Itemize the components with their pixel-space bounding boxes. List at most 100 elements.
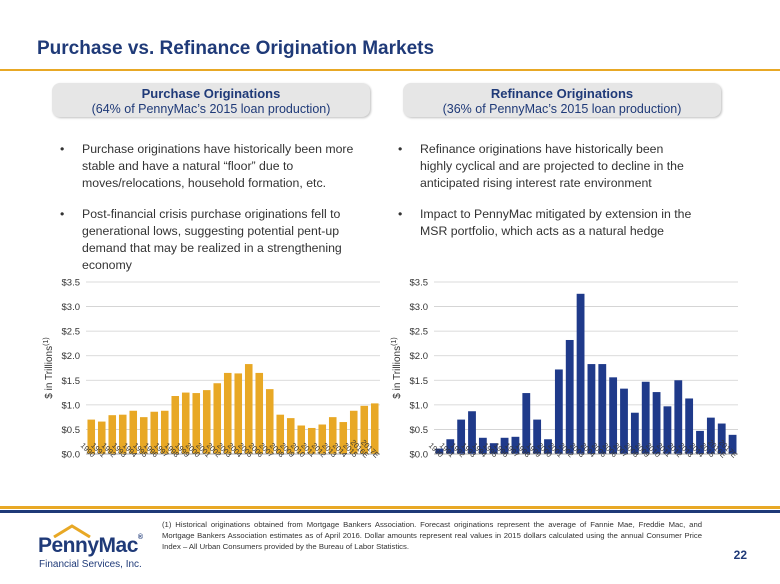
- y-tick-label: $1.5: [410, 376, 429, 387]
- house-roof-icon: [53, 524, 91, 538]
- y-tick-label: $2.5: [410, 327, 429, 338]
- bar: [286, 418, 295, 454]
- bar: [663, 406, 672, 454]
- bar: [576, 293, 585, 454]
- bullet-text: Impact to PennyMac mitigated by extensio…: [420, 207, 692, 238]
- y-tick-label: $0.0: [62, 450, 81, 461]
- company-logo: PennyMac® Financial Services, Inc.: [38, 524, 156, 574]
- bar: [587, 364, 596, 454]
- bullet-item: • Purchase originations have historicall…: [58, 141, 358, 192]
- bullet-dot: •: [398, 207, 403, 221]
- purchase-bullets: • Purchase originations have historicall…: [58, 141, 358, 288]
- bar: [696, 430, 704, 454]
- y-tick-label: $2.0: [62, 351, 81, 362]
- bar: [213, 383, 222, 454]
- y-tick-label: $3.0: [410, 302, 429, 313]
- bar: [139, 417, 148, 454]
- bullet-item: • Impact to PennyMac mitigated by extens…: [396, 206, 696, 240]
- bar: [160, 410, 169, 454]
- bar: [192, 393, 201, 454]
- bar: [641, 381, 650, 454]
- y-tick-label: $0.5: [410, 425, 429, 436]
- bullet-text: Post-financial crisis purchase originati…: [82, 207, 342, 272]
- footer-divider-gold: [0, 506, 780, 509]
- bar: [478, 437, 487, 454]
- bullet-text: Refinance originations have historically…: [420, 142, 684, 190]
- bar: [511, 436, 520, 454]
- bullet-item: • Post-financial crisis purchase origina…: [58, 206, 358, 274]
- bar: [598, 364, 607, 454]
- bar: [129, 410, 138, 454]
- refinance-subheader: (36% of PennyMac’s 2015 loan production): [442, 102, 682, 116]
- bar: [435, 448, 444, 454]
- bar: [554, 369, 563, 454]
- bar: [522, 393, 531, 454]
- bar: [202, 390, 211, 454]
- footer-divider-blue: [0, 510, 780, 513]
- bar: [307, 427, 316, 454]
- bar: [370, 403, 379, 454]
- bar: [674, 380, 683, 454]
- y-tick-label: $1.5: [62, 376, 81, 387]
- y-tick-label: $1.0: [62, 400, 81, 411]
- bar: [97, 421, 106, 454]
- bar: [328, 417, 337, 454]
- purchase-subheader: (64% of PennyMac’s 2015 loan production): [91, 102, 331, 116]
- bar: [244, 364, 253, 454]
- y-axis-label: $ in Trillions(1): [43, 337, 55, 398]
- page-number: 22: [733, 548, 747, 562]
- y-tick-label: $3.5: [410, 278, 429, 289]
- bar: [349, 410, 358, 454]
- bar: [457, 419, 466, 454]
- bar: [706, 417, 715, 454]
- refinance-chart: $0.0 $0.5 $1.0 $1.5 $2.0 $2.5 $3.0 $3.5 $ in Tri…: [391, 278, 739, 461]
- bar: [234, 373, 243, 454]
- y-tick-label: $3.5: [62, 278, 81, 289]
- bar: [276, 414, 285, 454]
- bar: [728, 434, 737, 454]
- bullet-dot: •: [398, 142, 403, 156]
- purchase-header: Purchase Originations: [141, 86, 281, 101]
- bar: [223, 372, 232, 454]
- bullet-text: Purchase originations have historically …: [82, 142, 354, 190]
- bar: [630, 412, 639, 454]
- footnote: (1) Historical originations obtained fro…: [162, 520, 702, 551]
- bullet-dot: •: [60, 207, 65, 221]
- bar: [87, 419, 96, 454]
- bar: [489, 443, 498, 454]
- bar: [652, 392, 661, 454]
- bar: [360, 405, 369, 454]
- refinance-header-box: Refinance Originations (36% of PennyMac’…: [403, 83, 721, 117]
- bar: [181, 392, 190, 454]
- refinance-bullets: • Refinance originations have historical…: [396, 141, 696, 254]
- bar: [685, 398, 694, 454]
- bar: [468, 411, 476, 454]
- y-axis-label: $ in Trillions(1): [391, 337, 403, 398]
- purchase-chart: $0.0 $0.5 $1.0 $1.5 $2.0 $2.5 $3.0 $3.5 $ in Tri…: [43, 278, 381, 461]
- bar: [533, 419, 542, 454]
- bar: [297, 425, 306, 454]
- bar: [544, 439, 552, 454]
- bar: [339, 422, 348, 454]
- bullet-item: • Refinance originations have historical…: [396, 141, 696, 192]
- bar: [150, 411, 159, 454]
- page-title: Purchase vs. Refinance Origination Marke…: [37, 38, 435, 59]
- refinance-header: Refinance Originations: [490, 86, 634, 101]
- purchase-header-box: Purchase Originations (64% of PennyMac’s…: [52, 83, 370, 117]
- bar: [318, 424, 327, 454]
- bar: [171, 396, 180, 454]
- logo-subtitle: Financial Services, Inc.: [39, 559, 142, 570]
- bar: [717, 423, 726, 454]
- bar: [620, 388, 628, 454]
- y-tick-label: $1.0: [410, 400, 429, 411]
- bar: [255, 372, 264, 454]
- y-tick-label: $3.0: [62, 302, 81, 313]
- bar: [108, 415, 117, 454]
- y-tick-label: $2.5: [62, 327, 81, 338]
- y-tick-label: $2.0: [410, 351, 429, 362]
- y-tick-label: $0.0: [410, 450, 429, 461]
- bar: [565, 339, 574, 454]
- bar: [265, 389, 274, 454]
- bullet-dot: •: [60, 142, 65, 156]
- bar: [500, 437, 509, 454]
